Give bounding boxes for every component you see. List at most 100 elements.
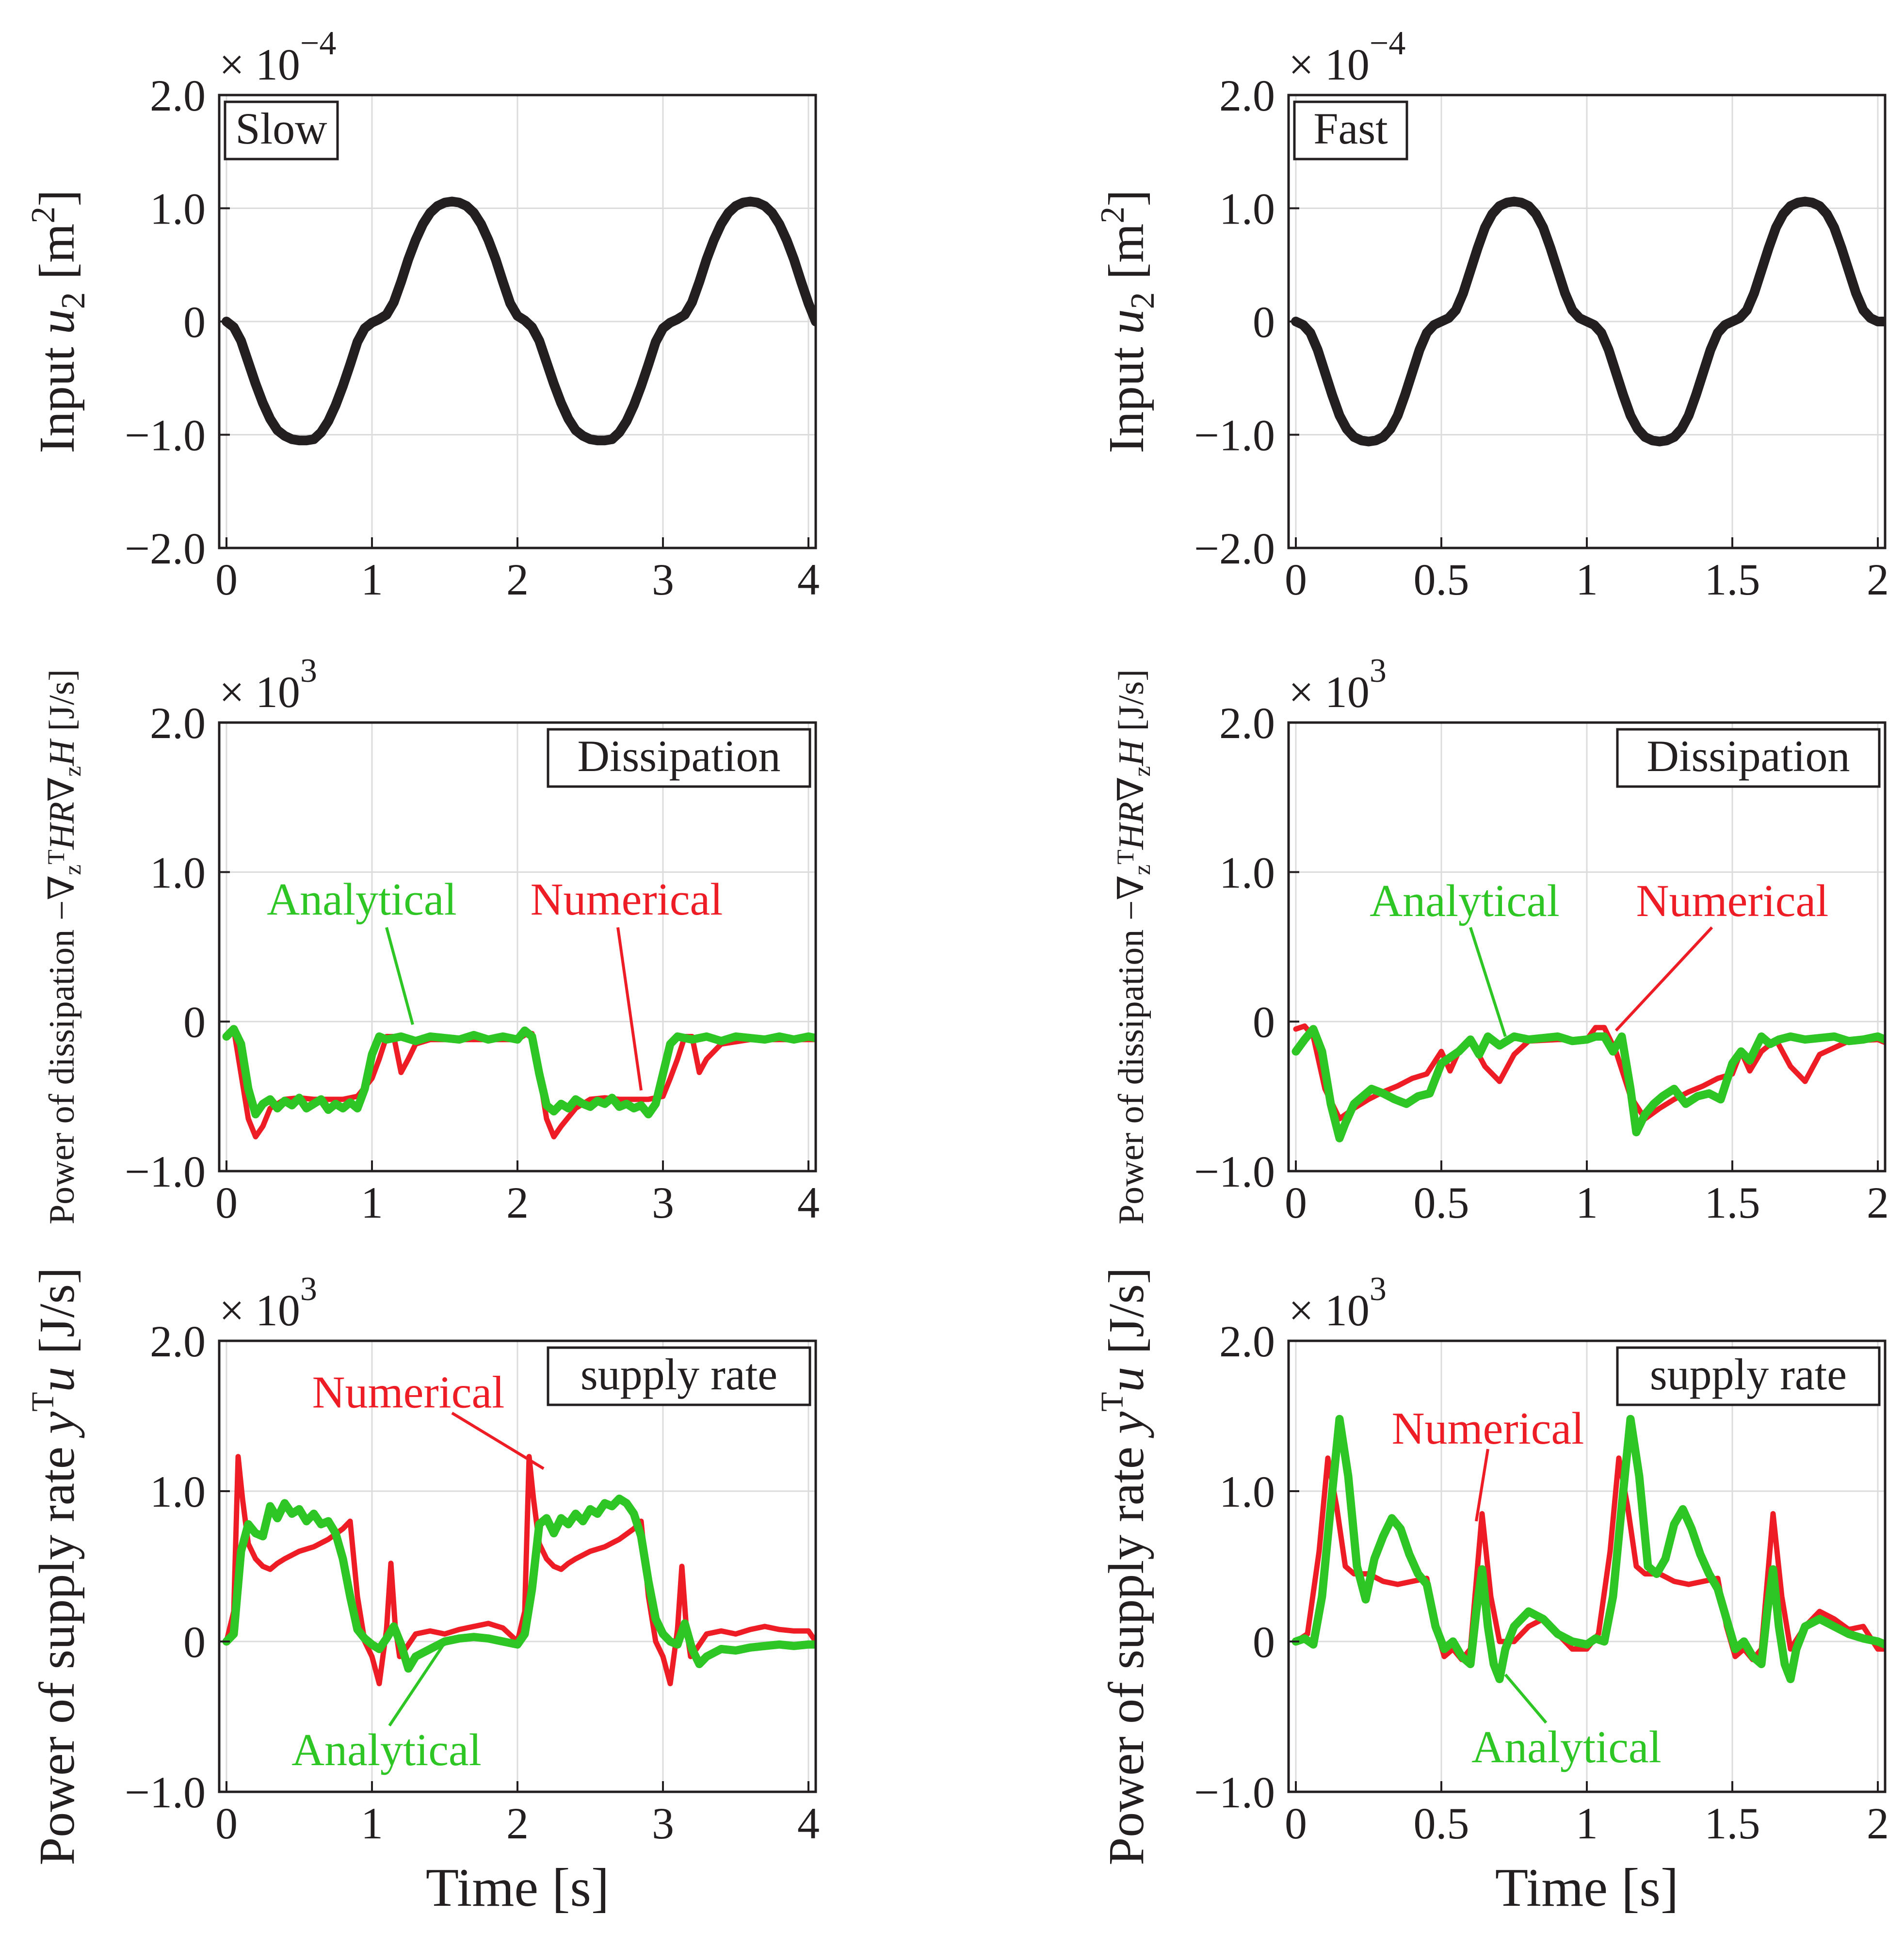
x-tick-label: 2 [1867,1178,1889,1227]
x-tick-label: 1.5 [1705,1178,1760,1227]
x-tick-label: 4 [797,555,820,604]
y-tick-label: −1.0 [1194,411,1275,460]
panel-label: Fast [1313,104,1388,153]
panel-label: Dissipation [1646,731,1850,781]
annotation-leader [1469,927,1507,1037]
annotation-leader [1475,1448,1489,1522]
x-tick-label: 2 [506,555,529,604]
annotation-leader [616,927,643,1091]
series-line-input-u2 [222,196,816,446]
x-tick-label: 0.5 [1414,1178,1469,1227]
y-tick-label: 2.0 [1219,1317,1275,1366]
x-tick-label: 0 [1285,555,1307,604]
y-tick-label: 0 [183,1617,206,1667]
annotation-label: Numerical [1636,876,1829,926]
annotation-label: Analytical [1370,876,1560,926]
x-tick-label: 4 [797,1799,820,1848]
axis-exponent: × 103 [219,1271,317,1335]
x-tick-label: 4 [797,1178,820,1227]
axis-exponent: × 103 [219,652,317,717]
series-line-input-u2 [1291,196,1885,447]
panel-label: supply rate [581,1350,777,1399]
series-line-analytical [1291,1025,1885,1142]
x-tick-label: 3 [652,1178,674,1227]
x-tick-label: 1 [1576,1178,1598,1227]
y-tick-label: 1.0 [1219,1467,1275,1516]
annotation-leader [451,1412,545,1470]
x-tick-label: 0 [1285,1799,1307,1848]
annotation-label: Numerical [1392,1403,1584,1454]
y-axis-label: Input u2 [m2] [1094,190,1162,453]
x-tick-label: 3 [652,555,674,604]
y-tick-label: 0 [1253,998,1275,1047]
annotation-label: Numerical [531,874,723,925]
y-tick-label: −1.0 [1194,1768,1275,1817]
x-tick-label: 2 [506,1178,529,1227]
x-tick-label: 1 [361,1799,383,1848]
panel-label-box [224,100,339,161]
y-axis-label: Power of supply rate yTu [J/s] [1095,1267,1154,1865]
x-tick-label: 1 [361,1178,383,1227]
x-tick-label: 2 [1867,555,1889,604]
series-line-numerical [224,1026,816,1140]
x-tick-label: 3 [652,1799,674,1848]
y-tick-label: −1.0 [125,411,206,460]
panel-label-box [1293,100,1408,161]
axis-exponent: × 10−4 [219,25,336,89]
x-tick-label: 0.5 [1414,1799,1469,1848]
panel-label-box [1616,1346,1881,1406]
x-tick-label: 2 [506,1799,529,1848]
y-axis-label: Power of supply rate yTu [J/s] [25,1267,85,1865]
y-tick-label: 1.0 [150,1467,206,1516]
panel-label: supply rate [1650,1350,1847,1399]
annotation-label: Numerical [312,1367,505,1417]
y-tick-label: 0 [1253,297,1275,347]
y-tick-label: 1.0 [150,184,206,234]
y-tick-label: 0 [1253,1617,1275,1667]
axis-exponent: × 10−4 [1289,25,1405,89]
y-tick-label: −1.0 [125,1768,206,1817]
x-tick-label: 1.5 [1705,1799,1760,1848]
y-tick-label: −1.0 [125,1147,206,1196]
annotation-leader [388,1638,449,1727]
y-tick-label: 2.0 [1219,71,1275,120]
series-line-analytical [1291,1415,1885,1683]
panel-label-box [1616,728,1881,788]
panel-label: Dissipation [577,731,780,781]
annotation-label: Analytical [1471,1722,1662,1772]
x-tick-label: 0.5 [1414,555,1469,604]
y-tick-label: −2.0 [125,524,206,573]
series-line-analytical [222,1495,816,1673]
x-tick-label: 1 [1576,555,1598,604]
y-tick-label: 2.0 [1219,698,1275,748]
x-tick-label: 1 [361,555,383,604]
x-tick-label: 0 [215,555,238,604]
panel-fast_dissipation: 0 0.5 1 1.5 2−1.001.02.0× 103DissipationPowe… [1112,652,1889,1227]
x-tick-label: 0 [1285,1178,1307,1227]
y-tick-label: −1.0 [1194,1147,1275,1196]
axis-exponent: × 103 [1289,652,1387,717]
panel-label-box [547,728,811,788]
y-tick-label: 0 [183,998,206,1047]
panel-label-box [547,1346,811,1406]
annotation-leader [1614,926,1713,1032]
panel-label: Slow [235,104,327,153]
y-tick-label: 1.0 [1219,848,1275,897]
y-axis-label: Input u2 [m2] [25,190,92,453]
panel-slow_input: 0 1 2 3 4 −2.0 −1.0 0 1.0 2.0 × 10−4 Slow Input u2 [… [25,25,820,604]
x-tick-label: 1 [1576,1799,1598,1848]
annotation-leader [385,927,414,1025]
axis-exponent: × 103 [1289,1271,1387,1335]
panel-fast_input: 0 0.5 1 1.5 2 −2.0 −1.0 0 1.0 2.0 × 10−4 Fast Input … [1094,25,1889,604]
x-tick-label: 1.5 [1705,555,1760,604]
x-tick-label: 2 [1867,1799,1889,1848]
annotation-leader [1504,1673,1548,1724]
series-line-numerical [1293,1455,1885,1662]
x-tick-label: 0 [215,1178,238,1227]
annotation-label: Analytical [291,1725,482,1775]
y-axis-label: Power of dissipation −∇zTHR∇zH [J/s] [42,669,86,1224]
y-tick-label: 2.0 [150,71,206,120]
y-axis-label: Power of dissipation −∇zTHR∇zH [J/s] [1112,669,1155,1224]
